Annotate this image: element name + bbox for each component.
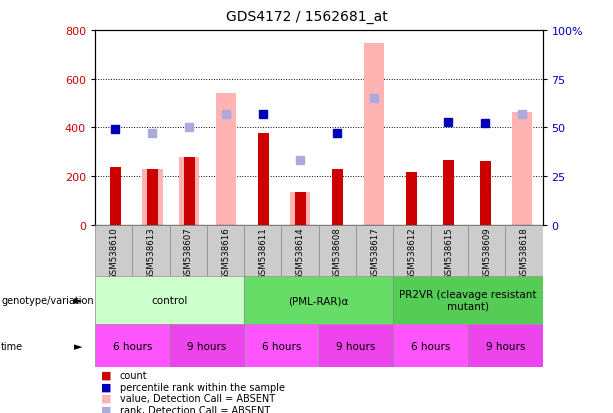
Text: percentile rank within the sample: percentile rank within the sample: [120, 382, 284, 392]
Bar: [512, 112, 532, 225]
Bar: [430, 225, 468, 277]
Bar: [95, 225, 132, 277]
Text: PR2VR (cleavage resistant
mutant): PR2VR (cleavage resistant mutant): [399, 290, 536, 311]
Text: 9 hours: 9 hours: [187, 341, 227, 351]
Text: GSM538617: GSM538617: [370, 227, 379, 279]
Bar: [95, 324, 170, 368]
Text: GSM538612: GSM538612: [408, 227, 416, 279]
Text: ■: ■: [101, 370, 112, 380]
Text: time: time: [1, 341, 23, 351]
Bar: [319, 225, 356, 277]
Text: GSM538607: GSM538607: [184, 227, 192, 279]
Bar: [132, 225, 170, 277]
Bar: [468, 324, 543, 368]
Text: ■: ■: [101, 382, 112, 392]
Bar: [244, 277, 394, 324]
Bar: [406, 173, 417, 225]
Bar: [295, 192, 306, 225]
Text: 6 hours: 6 hours: [113, 341, 152, 351]
Text: genotype/variation: genotype/variation: [1, 295, 94, 306]
Text: GSM538616: GSM538616: [221, 227, 230, 279]
Text: 9 hours: 9 hours: [337, 341, 376, 351]
Text: rank, Detection Call = ABSENT: rank, Detection Call = ABSENT: [120, 405, 270, 413]
Text: GSM538615: GSM538615: [445, 227, 454, 279]
Text: ■: ■: [101, 405, 112, 413]
Text: GSM538618: GSM538618: [519, 227, 528, 279]
Text: ■: ■: [101, 393, 112, 403]
Text: ►: ►: [74, 295, 83, 306]
Bar: [179, 157, 199, 225]
Bar: [505, 225, 543, 277]
Text: 6 hours: 6 hours: [411, 341, 451, 351]
Text: GSM538610: GSM538610: [109, 227, 118, 279]
Text: GSM538608: GSM538608: [333, 227, 342, 279]
Text: GDS4172 / 1562681_at: GDS4172 / 1562681_at: [226, 10, 387, 24]
Bar: [207, 225, 244, 277]
Bar: [216, 94, 237, 225]
Bar: [147, 169, 158, 225]
Text: GSM538614: GSM538614: [295, 227, 305, 279]
Text: ►: ►: [74, 341, 83, 351]
Bar: [95, 277, 244, 324]
Text: GSM538611: GSM538611: [258, 227, 267, 279]
Bar: [184, 157, 195, 225]
Text: (PML-RAR)α: (PML-RAR)α: [289, 295, 349, 306]
Bar: [364, 44, 384, 225]
Text: 9 hours: 9 hours: [485, 341, 525, 351]
Bar: [170, 324, 244, 368]
Bar: [319, 324, 394, 368]
Bar: [110, 168, 121, 225]
Bar: [142, 169, 162, 225]
Bar: [244, 324, 319, 368]
Text: count: count: [120, 370, 147, 380]
Bar: [356, 225, 394, 277]
Bar: [479, 162, 491, 225]
Text: GSM538609: GSM538609: [482, 227, 491, 279]
Bar: [394, 277, 543, 324]
Bar: [468, 225, 505, 277]
Bar: [257, 134, 269, 225]
Bar: [244, 225, 281, 277]
Bar: [332, 169, 343, 225]
Bar: [443, 161, 454, 225]
Text: GSM538613: GSM538613: [147, 227, 156, 279]
Bar: [290, 192, 310, 225]
Bar: [394, 324, 468, 368]
Bar: [394, 225, 430, 277]
Text: value, Detection Call = ABSENT: value, Detection Call = ABSENT: [120, 393, 275, 403]
Text: 6 hours: 6 hours: [262, 341, 301, 351]
Bar: [170, 225, 207, 277]
Bar: [281, 225, 319, 277]
Text: control: control: [151, 295, 188, 306]
